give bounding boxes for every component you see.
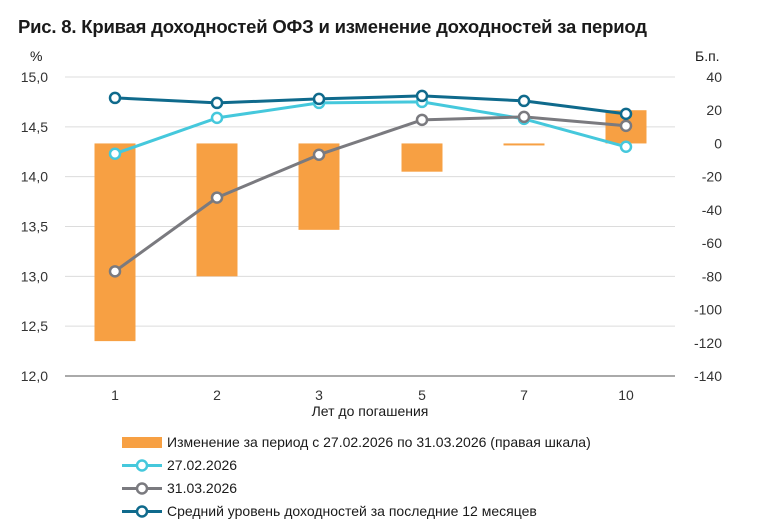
axes: 12,0 12,5 13,0 13,5 14,0 14,5 15,0 -140 -120 -100… bbox=[21, 69, 722, 403]
legend-line-swatch bbox=[122, 459, 162, 472]
legend-line-swatch bbox=[122, 505, 162, 518]
right-tick-label: -100 bbox=[694, 302, 722, 318]
series-point-3 bbox=[517, 94, 531, 108]
legend-bar-swatch bbox=[122, 437, 162, 448]
left-tick-label: 14,5 bbox=[21, 119, 48, 135]
series-point-2 bbox=[108, 265, 122, 278]
right-axis-unit: Б.п. bbox=[695, 48, 720, 64]
series-point-2 bbox=[517, 110, 531, 124]
left-tick-label: 15,0 bbox=[21, 69, 48, 85]
legend-label: 27.02.2026 bbox=[167, 457, 238, 473]
x-tick-label: 2 bbox=[213, 387, 221, 403]
series-point-1 bbox=[210, 111, 224, 125]
series-point-2 bbox=[210, 191, 224, 204]
right-tick-label: -120 bbox=[694, 335, 722, 351]
right-tick-label: -140 bbox=[694, 368, 722, 384]
series-point-3 bbox=[619, 107, 633, 121]
series-point-2 bbox=[415, 113, 429, 127]
left-tick-label: 12,5 bbox=[21, 318, 48, 334]
series-point-2 bbox=[312, 148, 326, 161]
change-bar bbox=[94, 143, 136, 342]
change-bar bbox=[401, 143, 443, 172]
legend-label: Изменение за период с 27.02.2026 по 31.0… bbox=[167, 434, 591, 450]
change-bar bbox=[196, 143, 238, 277]
series-line-2 bbox=[114, 115, 627, 273]
left-axis-unit: % bbox=[30, 48, 42, 64]
series-point-3 bbox=[210, 96, 224, 110]
x-tick-label: 5 bbox=[418, 387, 426, 403]
x-tick-label: 3 bbox=[315, 387, 323, 403]
legend-line-swatch bbox=[122, 482, 162, 495]
left-tick-label: 12,0 bbox=[21, 368, 48, 384]
legend-point-mark bbox=[135, 505, 149, 518]
gridlines bbox=[65, 76, 675, 327]
legend-point-mark bbox=[135, 459, 149, 472]
right-tick-label: -40 bbox=[702, 202, 722, 218]
left-tick-label: 13,0 bbox=[21, 268, 48, 284]
series-point-1 bbox=[619, 140, 633, 154]
change-bar bbox=[503, 143, 545, 146]
legend-label: Средний уровень доходностей за последние… bbox=[167, 503, 537, 519]
yield-lines bbox=[114, 94, 627, 273]
series-line-1 bbox=[114, 100, 627, 156]
x-tick-label: 7 bbox=[520, 387, 528, 403]
legend-point-mark bbox=[135, 482, 149, 495]
x-tick-label: 10 bbox=[618, 387, 634, 403]
x-tick-label: 1 bbox=[111, 387, 119, 403]
legend-bar-mark bbox=[122, 437, 162, 448]
left-tick-label: 13,5 bbox=[21, 219, 48, 235]
series-point-3 bbox=[415, 89, 429, 103]
right-tick-label: -80 bbox=[702, 268, 722, 284]
series-point-1 bbox=[108, 147, 122, 160]
yield-points bbox=[108, 89, 633, 278]
right-tick-label: -20 bbox=[702, 169, 722, 185]
change-bars bbox=[94, 110, 647, 342]
series-point-2 bbox=[619, 119, 633, 133]
right-tick-label: 20 bbox=[706, 102, 722, 118]
chart-title: Рис. 8. Кривая доходностей ОФЗ и изменен… bbox=[18, 16, 647, 37]
x-axis-title: Лет до погашения bbox=[312, 403, 429, 419]
series-point-3 bbox=[108, 91, 122, 105]
right-tick-label: 0 bbox=[714, 135, 722, 151]
left-tick-label: 14,0 bbox=[21, 169, 48, 185]
right-tick-label: -60 bbox=[702, 235, 722, 251]
series-point-3 bbox=[312, 92, 326, 106]
legend-label: 31.03.2026 bbox=[167, 480, 238, 496]
right-tick-label: 40 bbox=[706, 69, 722, 85]
series-line-3 bbox=[114, 94, 627, 116]
